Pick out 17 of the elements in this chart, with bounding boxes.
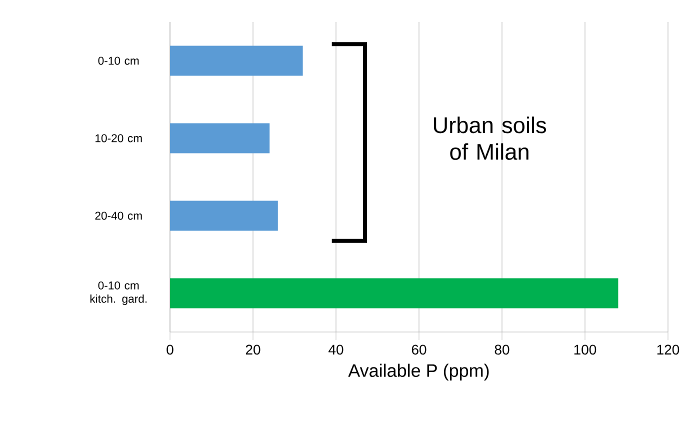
y-tick-label: 0-10 cm kitch. gard.: [90, 281, 147, 306]
x-axis-title: Available P (ppm): [348, 364, 489, 381]
x-tick-label: 80: [494, 344, 510, 355]
bar: [170, 46, 303, 76]
x-tick-label: 120: [657, 344, 680, 355]
annotation: Urban soils of Milan: [434, 116, 546, 160]
x-tick-label: 0: [166, 344, 174, 355]
bar: [170, 123, 270, 154]
x-tick-label: 40: [328, 344, 344, 355]
x-tick-label: 20: [246, 344, 260, 355]
y-tick-label: 10-20 cm: [96, 134, 142, 142]
x-tick-label: 100: [574, 344, 596, 355]
y-tick-label: 0-10 cm: [98, 56, 139, 65]
bar: [170, 200, 278, 231]
x-tick-label: 60: [412, 344, 426, 355]
bar: [170, 278, 618, 308]
y-tick-label: 20-40 cm: [95, 212, 142, 220]
